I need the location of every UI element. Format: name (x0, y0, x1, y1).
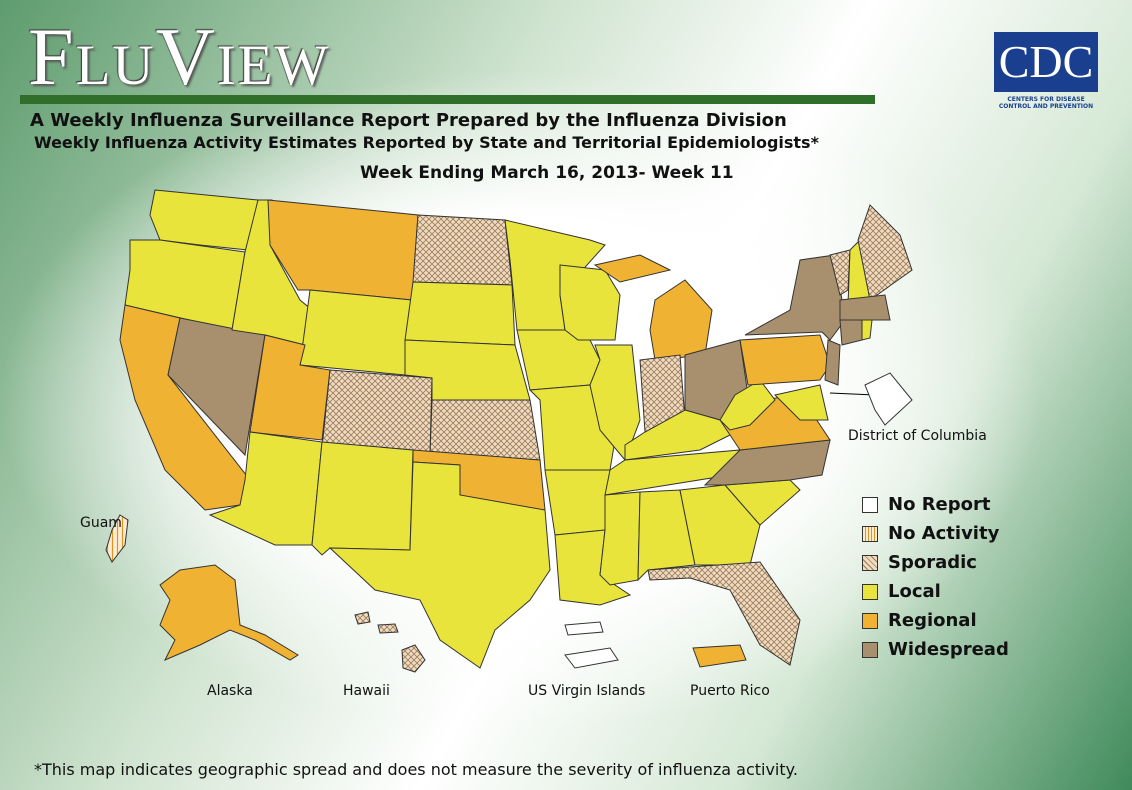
map-label: Hawaii (343, 683, 390, 699)
logo-caption: Centers for Disease Control and Preventi… (998, 96, 1094, 110)
state (311, 441, 414, 556)
state (744, 254, 846, 341)
state (321, 369, 433, 456)
state (559, 264, 621, 341)
map-label: Guam (80, 515, 122, 531)
legend-swatch (862, 554, 878, 571)
states (105, 189, 913, 673)
title-rule (20, 95, 875, 104)
state (589, 344, 641, 461)
alaska (159, 564, 299, 661)
legend-swatch (862, 525, 878, 542)
legend-label: Widespread (888, 639, 1009, 660)
state (429, 399, 541, 461)
dc (864, 372, 913, 426)
map-label: US Virgin Islands (528, 683, 646, 699)
legend-item: Sporadic (862, 548, 1009, 577)
state (829, 249, 851, 296)
hawaii (377, 623, 399, 634)
state (739, 334, 831, 386)
state (839, 319, 863, 346)
state (774, 384, 829, 421)
state (839, 294, 891, 321)
puerto-rico (692, 644, 747, 668)
week-label: Week Ending March 16, 2013- Week 11 (360, 163, 734, 183)
state (593, 254, 672, 283)
state (599, 491, 641, 586)
guam (105, 514, 129, 563)
state (824, 339, 841, 386)
map-label: Alaska (207, 683, 253, 699)
map-label: District of Columbia (848, 428, 987, 444)
state (647, 561, 801, 666)
subtitle: Weekly Influenza Activity Estimates Repo… (34, 133, 819, 152)
state (679, 484, 761, 566)
legend-swatch (862, 641, 878, 658)
state (299, 289, 413, 376)
state (544, 469, 611, 536)
legend-label: No Report (888, 494, 991, 515)
footnote: *This map indicates geographic spread an… (34, 760, 798, 779)
legend: No Report No Activity Sporadic Local Regiona… (862, 490, 1009, 664)
legend-label: No Activity (888, 523, 1000, 544)
state (404, 281, 516, 346)
state (637, 489, 696, 582)
title: FluView (28, 11, 331, 102)
legend-label: Sporadic (888, 552, 977, 573)
state (412, 214, 513, 286)
state (649, 279, 713, 361)
virgin-islands (564, 647, 619, 669)
legend-item: Regional (862, 606, 1009, 635)
legend-label: Local (888, 581, 941, 602)
state (328, 461, 551, 669)
legend-item: No Report (862, 490, 1009, 519)
legend-label: Regional (888, 610, 977, 631)
legend-item: Widespread (862, 635, 1009, 664)
legend-item: Local (862, 577, 1009, 606)
callout-line (829, 392, 876, 396)
legend-swatch (862, 583, 878, 600)
logo: CDC (994, 32, 1098, 92)
state (857, 204, 913, 301)
state (861, 319, 873, 341)
hawaii (354, 611, 371, 625)
hawaii (401, 644, 426, 673)
legend-swatch (862, 496, 878, 513)
virgin-islands (564, 621, 604, 636)
map-label: Puerto Rico (690, 683, 770, 699)
subtitle: A Weekly Influenza Surveillance Report P… (30, 110, 787, 131)
legend-swatch (862, 612, 878, 629)
legend-item: No Activity (862, 519, 1009, 548)
